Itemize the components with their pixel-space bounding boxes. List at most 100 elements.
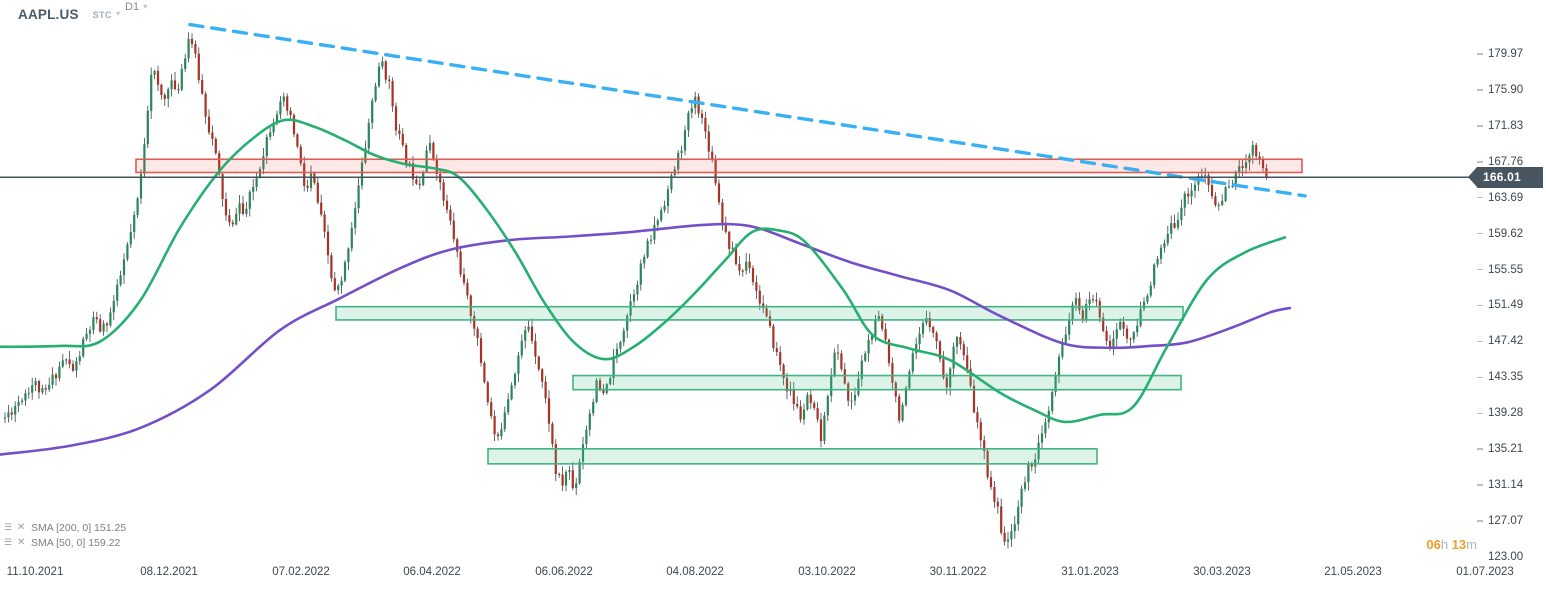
indicator-remove-icon[interactable]: ✕ xyxy=(17,522,26,533)
candle-body xyxy=(840,353,843,370)
candle-body xyxy=(507,399,510,413)
candle-body xyxy=(1227,186,1231,188)
candle-body xyxy=(561,474,564,486)
market-type-dropdown[interactable]: STC ▾ xyxy=(93,9,121,20)
candle-body xyxy=(340,280,343,286)
candle-body xyxy=(255,176,258,187)
candle-body xyxy=(173,80,177,90)
candle-body xyxy=(979,422,982,441)
candle-body xyxy=(1241,166,1244,168)
candle-body xyxy=(1214,196,1217,206)
candle-body xyxy=(405,145,408,166)
candle-body xyxy=(398,130,401,134)
candle-body xyxy=(1159,247,1163,259)
support-zone[interactable] xyxy=(572,374,1182,391)
candle-body xyxy=(445,200,449,210)
candle-body xyxy=(279,101,282,115)
candle-body xyxy=(653,224,656,240)
candle-body xyxy=(306,185,309,188)
candle-body xyxy=(435,158,438,174)
candle-body xyxy=(935,332,938,342)
candle-body xyxy=(452,220,455,240)
candle-body xyxy=(1013,524,1016,532)
current-price-value: 166.01 xyxy=(1477,166,1543,188)
support-zone[interactable] xyxy=(487,448,1098,465)
candle-body xyxy=(184,58,187,70)
candle-body xyxy=(782,364,785,379)
candle-body xyxy=(1098,301,1101,318)
candle-body xyxy=(17,401,20,406)
timeframe-dropdown[interactable]: D1 ▾ xyxy=(125,1,147,13)
candle-body xyxy=(265,136,268,157)
candle-body xyxy=(218,153,221,175)
candle-body xyxy=(194,43,197,54)
candle-body xyxy=(442,182,445,201)
candle-body xyxy=(170,80,173,90)
candle-body xyxy=(993,487,996,502)
candle-body xyxy=(728,231,731,249)
candle-body xyxy=(962,344,965,356)
candle-body xyxy=(1251,145,1254,156)
candle-body xyxy=(901,404,904,421)
candle-body xyxy=(755,282,758,291)
sma-50-line[interactable] xyxy=(0,118,1287,424)
candle-body xyxy=(762,303,765,309)
candle-body xyxy=(245,208,248,214)
candle-body xyxy=(7,412,10,418)
candle-body xyxy=(354,208,357,228)
candle-body xyxy=(1193,184,1197,191)
candle-body xyxy=(1200,175,1203,177)
candle-body xyxy=(870,335,874,340)
candle-body xyxy=(180,69,183,90)
candle-body xyxy=(374,86,377,101)
candle-body xyxy=(656,220,659,225)
candle-body xyxy=(37,381,41,393)
indicator-row-sma200: ☰ ✕ SMA [200, 0] 151.25 xyxy=(4,520,126,535)
resistance-zone[interactable] xyxy=(135,158,1303,174)
support-zone[interactable] xyxy=(335,305,1184,321)
indicator-remove-icon[interactable]: ✕ xyxy=(17,537,26,548)
candle-body xyxy=(160,84,163,95)
candle-body xyxy=(432,143,435,159)
candle-body xyxy=(377,66,381,87)
candle-body xyxy=(530,326,534,341)
candle-body xyxy=(898,396,901,421)
candle-body xyxy=(320,202,323,215)
candle-body xyxy=(367,122,370,149)
candle-body xyxy=(71,364,75,371)
candle-body xyxy=(360,162,364,186)
candle-body xyxy=(581,444,585,462)
candle-body xyxy=(1061,342,1064,357)
candle-body xyxy=(316,182,319,203)
candle-body xyxy=(622,330,625,343)
indicator-settings-icon[interactable]: ☰ xyxy=(4,522,13,532)
candle-body xyxy=(1119,321,1122,330)
candle-body xyxy=(932,327,935,333)
candle-body xyxy=(660,210,663,221)
candle-body xyxy=(1176,219,1180,228)
candle-body xyxy=(745,261,748,271)
candle-body xyxy=(976,412,979,423)
candle-body xyxy=(843,369,846,384)
candle-body xyxy=(639,263,642,285)
indicator-settings-icon[interactable]: ☰ xyxy=(4,537,13,547)
candle-body xyxy=(1085,304,1088,320)
candle-body xyxy=(381,61,384,67)
candle-body xyxy=(309,173,313,188)
candle-body xyxy=(116,284,119,301)
candle-body xyxy=(802,409,806,420)
candle-body xyxy=(343,262,347,281)
candle-body xyxy=(214,138,217,154)
trendline[interactable] xyxy=(188,22,1307,198)
candle-body xyxy=(1183,193,1186,208)
candle-body xyxy=(629,301,632,316)
candle-body xyxy=(153,70,156,75)
candle-body xyxy=(1006,539,1010,542)
candle-body xyxy=(1156,258,1159,265)
candle-body xyxy=(1044,422,1047,434)
candle-body xyxy=(347,248,350,263)
sma-200-line[interactable] xyxy=(0,222,1292,456)
candle-body xyxy=(1139,308,1142,326)
candle-body xyxy=(592,402,595,414)
